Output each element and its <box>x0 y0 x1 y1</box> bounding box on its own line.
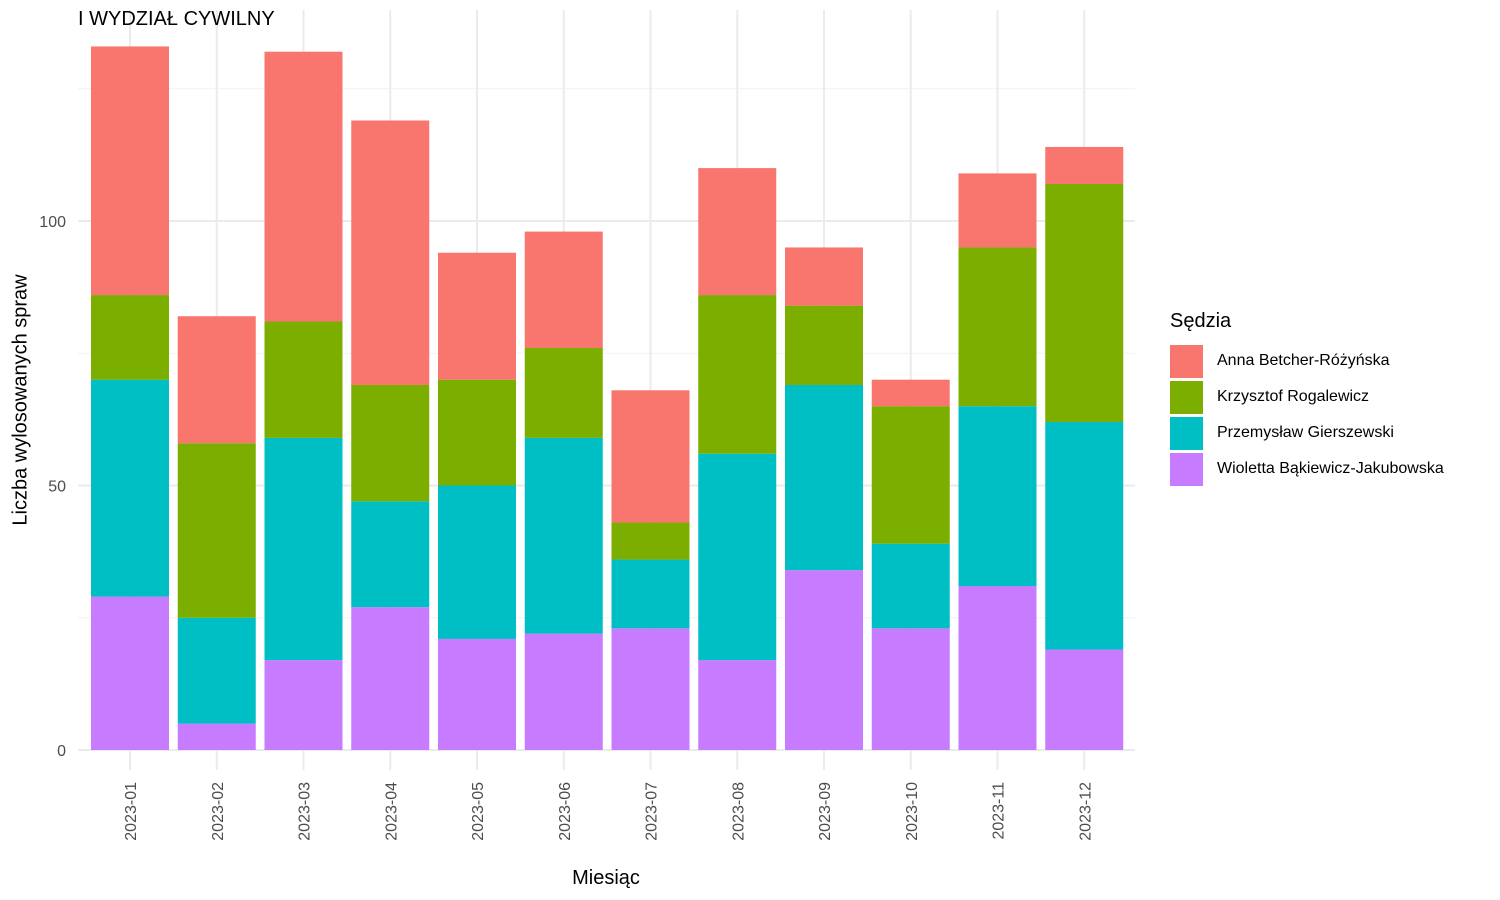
bar-segment <box>177 443 256 618</box>
x-tick-label: 2023-07 <box>644 782 661 841</box>
legend-label: Krzysztof Rogalewicz <box>1217 388 1370 405</box>
bar-segment <box>438 379 516 486</box>
bar-segment <box>91 379 169 597</box>
y-tick-labels: 0 50 100 <box>39 214 66 760</box>
legend-item: Anna Betcher-Różyńska <box>1170 343 1444 379</box>
bar-segment <box>351 120 430 385</box>
bar-segment <box>958 586 1037 750</box>
x-tick-label: 2023-03 <box>297 782 314 841</box>
legend-label: Wioletta Bąkiewicz-Jakubowska <box>1217 460 1444 477</box>
bar-segment <box>351 384 430 502</box>
bar-segment <box>91 46 169 296</box>
bar-segment <box>1045 422 1124 650</box>
bar-segment <box>351 501 430 608</box>
x-tick-label: 2023-05 <box>470 782 487 841</box>
bar-segment <box>524 231 603 348</box>
bar-segment <box>785 384 863 571</box>
bar-segment <box>698 295 777 454</box>
bar-segment <box>264 51 343 322</box>
chart-title: I WYDZIAŁ CYWILNY <box>78 8 275 30</box>
bar-segment <box>871 628 950 750</box>
legend-key <box>1170 380 1203 414</box>
y-tick-label: 50 <box>48 479 66 496</box>
legend-key <box>1170 344 1203 378</box>
bar-segment <box>438 485 516 639</box>
bar-segment <box>91 596 169 750</box>
bar-segment <box>958 173 1037 248</box>
bar-segment <box>871 379 950 407</box>
x-tick-label: 2023-09 <box>817 782 834 841</box>
bar-segment <box>177 316 256 444</box>
bar-segment <box>785 247 863 306</box>
y-tick-label: 0 <box>57 743 66 760</box>
bar-segment <box>1045 183 1124 423</box>
bar-segment <box>698 168 777 296</box>
x-axis-label: Miesiąc <box>572 867 640 889</box>
legend-item: Krzysztof Rogalewicz <box>1170 379 1444 415</box>
bar-segment <box>611 559 690 629</box>
x-tick-label: 2023-11 <box>991 782 1008 840</box>
bar-segment <box>177 723 256 750</box>
legend-key <box>1170 452 1203 486</box>
bar-segment <box>611 628 690 750</box>
legend-item: Wioletta Bąkiewicz-Jakubowska <box>1170 451 1444 487</box>
legend: Sędzia Anna Betcher-Różyńska Krzysztof R… <box>1170 310 1444 487</box>
bar-segment <box>958 247 1037 407</box>
bar-segment <box>871 406 950 544</box>
bar-segment <box>785 570 863 750</box>
bar-segment <box>264 437 343 661</box>
bar-segment <box>698 660 777 750</box>
x-tick-labels: 2023-01 2023-02 2023-03 2023-04 2023-05 2023-… <box>123 782 1094 841</box>
bar-segment <box>91 295 169 380</box>
bar-segment <box>611 522 690 560</box>
bar-segment <box>438 638 516 750</box>
y-axis-label: Liczba wylosowanych spraw <box>9 274 32 526</box>
x-tick-label: 2023-04 <box>383 782 400 841</box>
bar-segment <box>698 453 777 661</box>
legend-title: Sędzia <box>1170 310 1232 332</box>
legend-label: Przemysław Gierszewski <box>1217 424 1394 441</box>
bar-segment <box>264 321 343 438</box>
bars <box>91 46 1124 750</box>
x-tick-label: 2023-06 <box>557 782 574 841</box>
x-tick-label: 2023-10 <box>904 782 921 841</box>
x-tick-label: 2023-12 <box>1077 782 1094 841</box>
bar-segment <box>524 633 603 750</box>
x-tick-label: 2023-01 <box>123 782 140 841</box>
bar-segment <box>351 607 430 750</box>
x-tick-label: 2023-02 <box>210 782 227 841</box>
bar-segment <box>177 617 256 724</box>
bar-segment <box>1045 146 1124 184</box>
legend-label: Anna Betcher-Różyńska <box>1217 352 1390 369</box>
bar-segment <box>611 390 690 523</box>
bar-segment <box>438 252 516 380</box>
legend-key <box>1170 416 1203 450</box>
y-tick-label: 100 <box>39 214 66 231</box>
bar-segment <box>958 406 1037 587</box>
bar-segment <box>524 347 603 438</box>
bar-segment <box>1045 649 1124 750</box>
bar-segment <box>785 305 863 385</box>
bar-segment <box>871 543 950 629</box>
bar-segment <box>264 660 343 750</box>
bar-segment <box>524 437 603 634</box>
legend-item: Przemysław Gierszewski <box>1170 415 1444 451</box>
x-tick-label: 2023-08 <box>730 782 747 841</box>
